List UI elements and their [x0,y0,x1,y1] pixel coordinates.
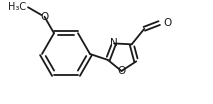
Text: H₃C: H₃C [8,2,26,12]
Text: O: O [163,18,171,28]
Text: O: O [117,66,126,76]
Text: O: O [40,12,49,22]
Text: N: N [110,38,118,48]
